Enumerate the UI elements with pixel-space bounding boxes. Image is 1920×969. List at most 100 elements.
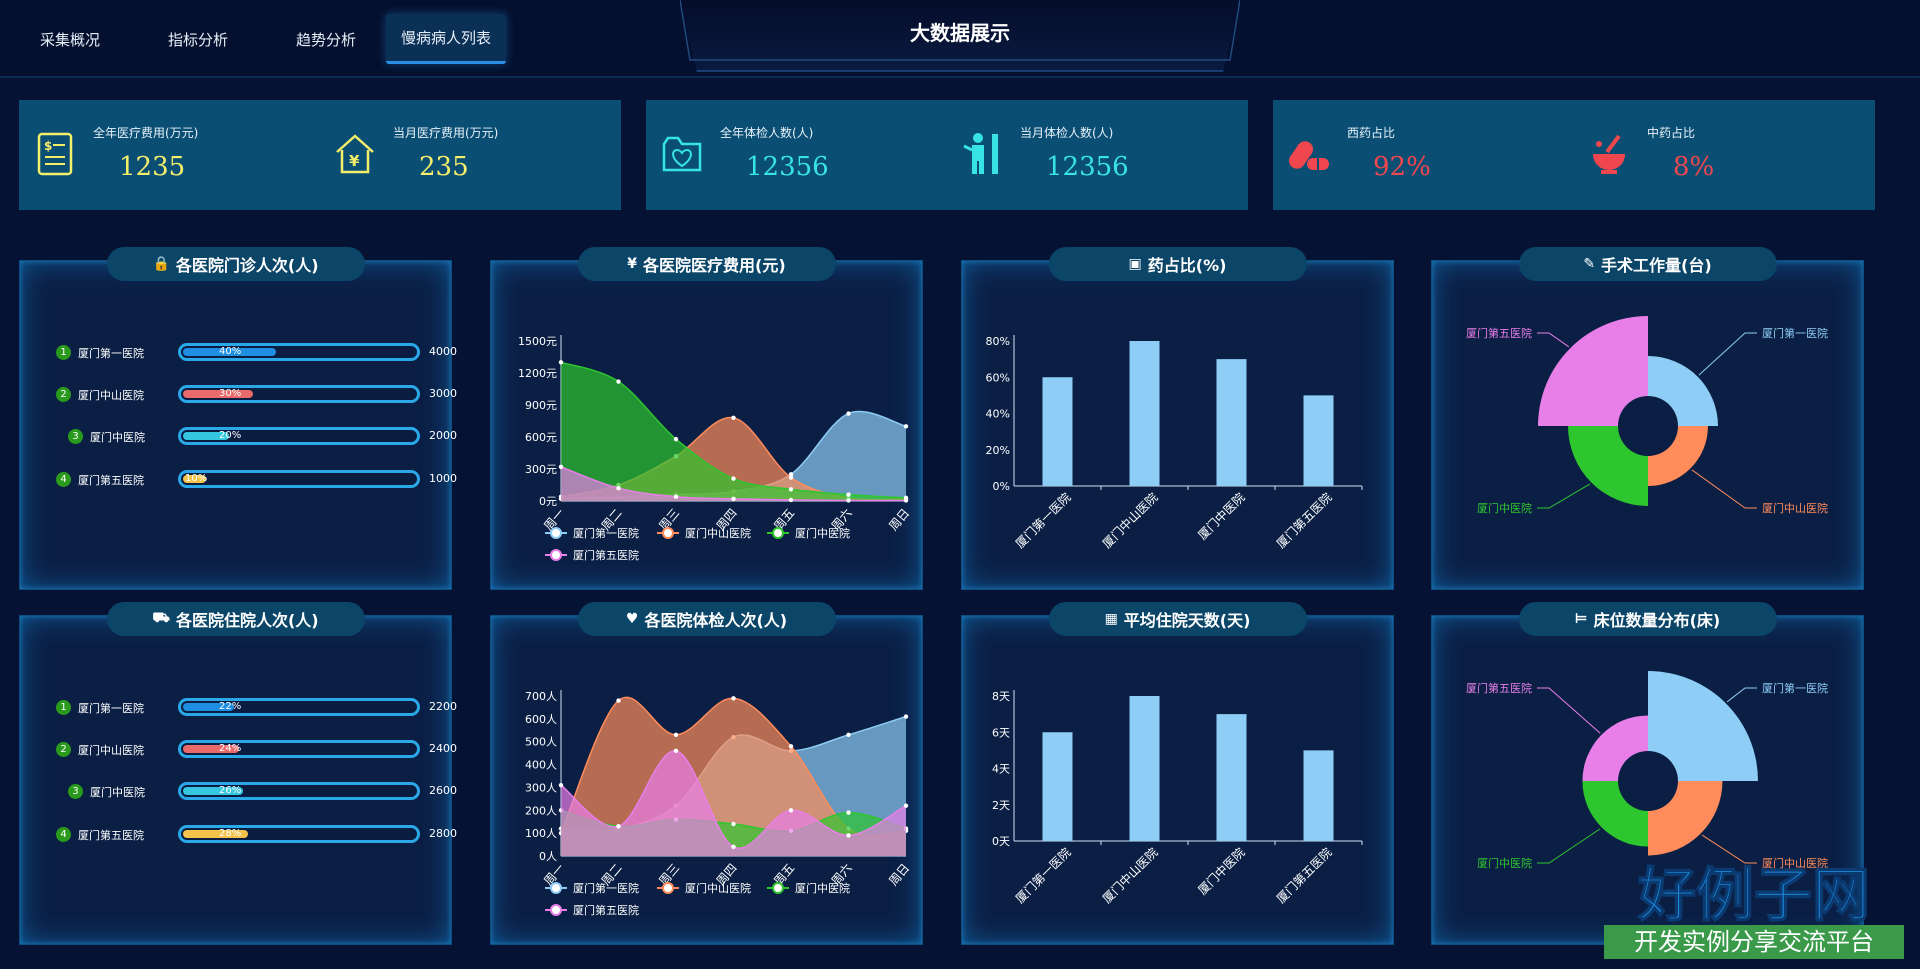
data-point xyxy=(616,698,621,703)
stat-label: 当月医疗费用(万元) xyxy=(393,126,499,140)
rank-number: 1 xyxy=(56,700,71,715)
progress-fill: 26% xyxy=(183,786,244,796)
rank-row: 2 厦门中山医院 24% 2400 xyxy=(56,740,457,760)
data-point xyxy=(903,803,909,808)
surgery-panel: ✎ 手术工作量(台) 厦门第一医院 厦门中山医院 厦门中医院 厦门第五医院 xyxy=(1431,247,1864,590)
bar xyxy=(1303,750,1334,841)
progress-track: 30% xyxy=(178,385,420,403)
y-tick-label: 0天 xyxy=(992,835,1010,848)
stat-value: 12356 xyxy=(1046,152,1129,182)
stat-label: 中药占比 xyxy=(1647,126,1696,140)
title-frame: 大数据展示 xyxy=(680,0,1240,72)
stat-value: 8% xyxy=(1673,152,1715,182)
data-point xyxy=(731,415,736,420)
x-tick-label: 厦门中医院 xyxy=(1195,845,1248,898)
x-tick-label: 厦门第一医院 xyxy=(1012,845,1074,907)
x-tick-label: 厦门第一医院 xyxy=(1012,490,1074,552)
slice-label: 厦门中山医院 xyxy=(1762,501,1828,515)
page-title: 大数据展示 xyxy=(910,20,1010,45)
panel-title: 🔒 各医院门诊人次(人) xyxy=(106,247,365,281)
label-leader-line xyxy=(1726,687,1757,703)
data-point xyxy=(731,696,736,701)
legend-marker xyxy=(772,882,784,894)
bed-person-icon: ⛟ xyxy=(152,610,170,626)
rose-sector xyxy=(1648,426,1708,486)
hospital-name: 厦门第五医院 xyxy=(78,829,144,842)
rank-value: 2000 xyxy=(429,429,457,442)
legend-item: 厦门中医院 xyxy=(767,526,850,540)
label-leader-line xyxy=(1537,483,1591,509)
rank-row: 1 厦门第一医院 22% 2200 xyxy=(56,698,457,718)
progress-fill: 30% xyxy=(183,389,253,399)
label-leader-line xyxy=(1537,687,1601,734)
stat-value: 1235 xyxy=(119,152,186,182)
rose-hole xyxy=(1620,398,1676,454)
nav-tab-indicators[interactable]: 指标分析 xyxy=(167,30,228,49)
hospital-name: 厦门中山医院 xyxy=(78,744,144,757)
rose-sector xyxy=(1582,715,1648,781)
nav-tab-chronic-patients[interactable]: 慢病病人列表 xyxy=(386,14,506,64)
stat-label: 全年医疗费用(万元) xyxy=(93,126,199,140)
rose-sector xyxy=(1582,781,1648,847)
y-tick-label: 400人 xyxy=(525,759,557,772)
rank-number: 2 xyxy=(56,387,71,402)
rank-row: 1 厦门第一医院 40% 4000 xyxy=(56,343,457,363)
data-point xyxy=(558,464,564,470)
series-area xyxy=(561,411,906,501)
legend-item: 厦门第一医院 xyxy=(545,526,639,540)
drug-panel: ▣ 药占比(%) 0% 20% 40% 60% 80% 厦门第一医院 厦门中山医院 厦门中医院… xyxy=(961,247,1394,590)
data-point xyxy=(788,487,794,492)
legend-marker xyxy=(550,549,562,561)
panel-title: ▣ 药占比(%) xyxy=(1048,247,1307,281)
panel-title-text: 平均住院天数(天) xyxy=(1123,611,1251,630)
checkup-panel: ♥ 各医院体检人次(人) 0人 100人 200人 300人 400人 500人 600人 7… xyxy=(490,602,923,945)
panel-title: ▦ 平均住院天数(天) xyxy=(1048,602,1307,636)
outpatient-panel: 🔒 各医院门诊人次(人) 1 厦门第一医院 40% 4000 2 厦门中山医院 30% 300… xyxy=(19,247,457,590)
y-tick-label: 40% xyxy=(986,408,1010,421)
slice-label: 厦门第一医院 xyxy=(1762,681,1828,695)
stat-label: 当月体检人数(人) xyxy=(1020,126,1114,140)
series-area xyxy=(561,466,906,501)
y-tick-label: 2天 xyxy=(992,799,1010,812)
data-point xyxy=(846,810,851,815)
watermark-subtitle: 开发实例分享交流平台 xyxy=(1634,928,1874,956)
nav-tab-overview[interactable]: 采集概况 xyxy=(39,30,100,49)
rank-number: 4 xyxy=(56,472,71,487)
hospital-name: 厦门第一医院 xyxy=(78,347,144,360)
data-point xyxy=(788,744,794,749)
rank-number: 1 xyxy=(56,345,71,360)
calendar-icon: ▦ xyxy=(1104,611,1118,627)
hospital-name: 厦门中医院 xyxy=(90,431,145,444)
panel-title: ♥ 各医院体检人次(人) xyxy=(577,602,836,636)
legend-label: 厦门中山医院 xyxy=(685,881,751,895)
x-tick-label: 厦门第五医院 xyxy=(1273,490,1335,552)
label-leader-line xyxy=(1537,332,1570,348)
y-tick-label: 600人 xyxy=(525,713,557,726)
bar xyxy=(1216,359,1247,486)
bar xyxy=(1129,341,1160,486)
data-point xyxy=(616,824,621,829)
y-tick-label: 300人 xyxy=(525,781,557,794)
data-point xyxy=(903,498,909,503)
panel-title: ✎ 手术工作量(台) xyxy=(1518,247,1777,281)
data-point xyxy=(616,486,621,491)
slice-label: 厦门中医院 xyxy=(1477,501,1532,515)
y-tick-label: 4天 xyxy=(992,763,1010,776)
legend-label: 厦门第五医院 xyxy=(573,903,639,917)
data-point xyxy=(731,496,736,502)
slice-label: 厦门第一医院 xyxy=(1762,326,1828,340)
rank-value: 2200 xyxy=(429,700,457,713)
y-tick-label: 500人 xyxy=(525,736,557,749)
rose-sector xyxy=(1648,671,1758,781)
person-measure-icon xyxy=(963,133,998,174)
nav-tab-trends[interactable]: 趋势分析 xyxy=(295,30,356,49)
label-leader-line xyxy=(1537,828,1601,864)
series-area xyxy=(561,750,906,856)
bar xyxy=(1216,714,1247,841)
stat-label: 西药占比 xyxy=(1347,126,1396,140)
stat-value: 12356 xyxy=(746,152,829,182)
y-tick-label: 1200元 xyxy=(518,367,557,380)
data-point xyxy=(673,748,679,754)
top-bar: 采集概况 指标分析 趋势分析 慢病病人列表 大数据展示 xyxy=(0,0,1920,78)
